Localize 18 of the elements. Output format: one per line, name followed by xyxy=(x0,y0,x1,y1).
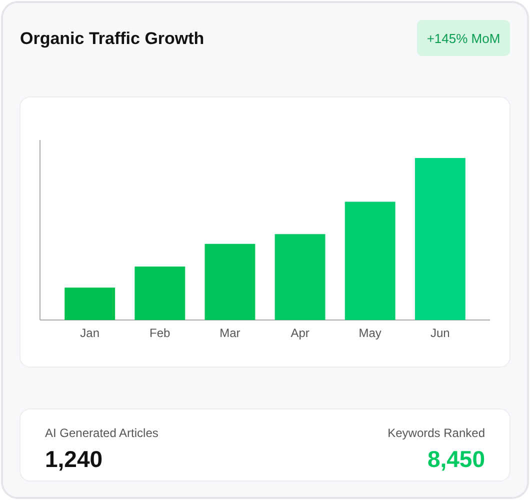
text: 1,240 xyxy=(45,446,103,472)
x-tick-label: Mar xyxy=(220,326,240,340)
bar xyxy=(344,202,396,320)
bar xyxy=(414,158,466,320)
bar xyxy=(64,288,116,320)
text: +145% MoM xyxy=(426,31,500,46)
x-tick-label: Apr xyxy=(290,326,310,340)
chart-title: Organic Traffic Growth xyxy=(20,29,204,48)
x-tick-label: Jan xyxy=(80,326,100,340)
text: Keywords Ranked xyxy=(388,426,485,440)
x-tick-label: Feb xyxy=(150,326,171,340)
x-tick-label: Jun xyxy=(430,326,450,340)
text: AI Generated Articles xyxy=(45,426,158,440)
bar xyxy=(134,266,186,320)
bar xyxy=(204,244,256,320)
bar xyxy=(274,234,326,320)
text: 8,450 xyxy=(427,446,485,472)
x-tick-label: May xyxy=(358,326,382,340)
